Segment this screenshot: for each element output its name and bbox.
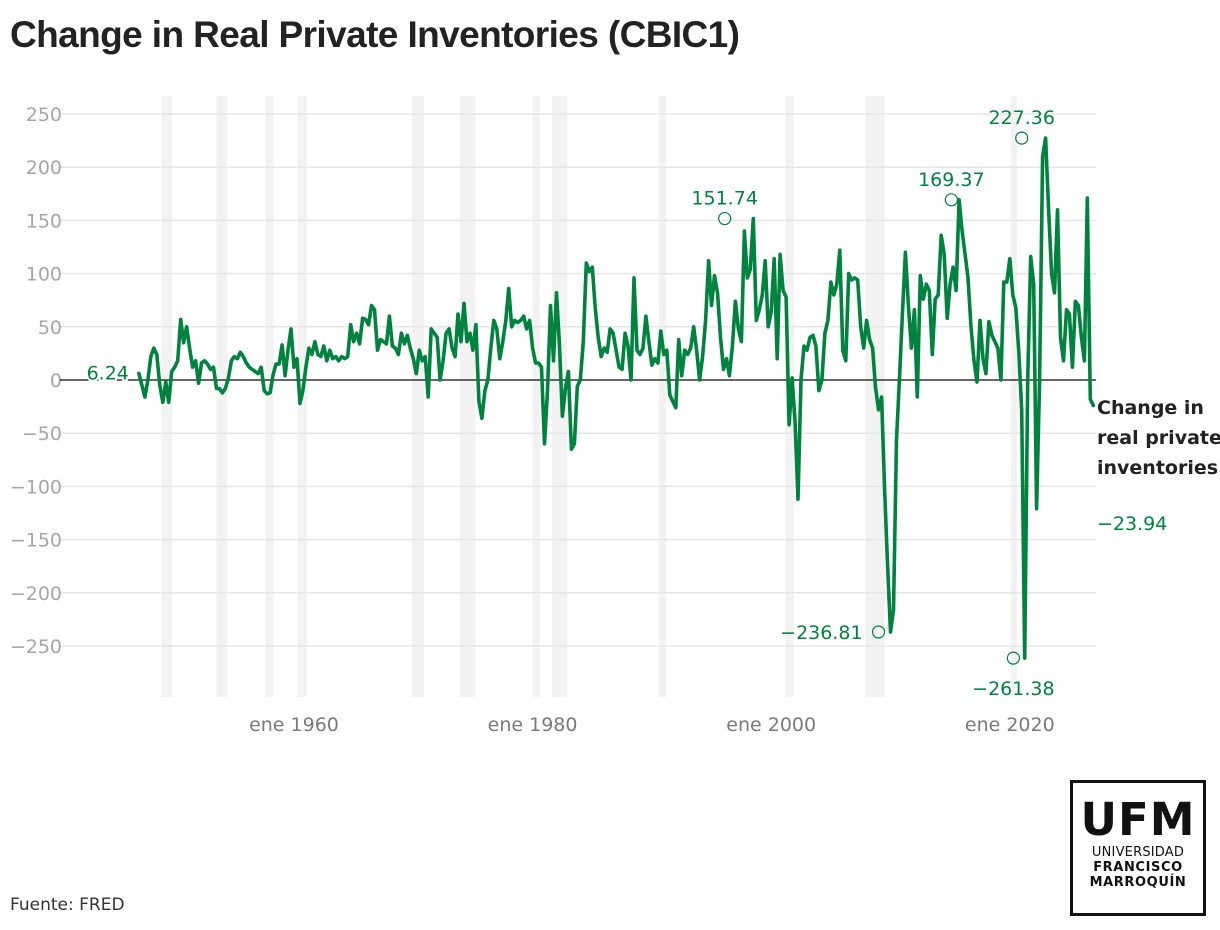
x-tick-label: ene 2000 [726,714,816,736]
annotation-label: 169.37 [918,169,984,191]
y-tick-label: 50 [38,317,62,339]
recession-band [265,96,274,697]
annotation-marker [871,625,886,639]
logo-line-3: MARROQUÍN [1089,875,1187,890]
y-tick-label: 150 [26,210,62,232]
y-tick-label: 250 [26,104,62,126]
chart-title: Change in Real Private Inventories (CBIC… [10,14,740,55]
x-tick-label: ene 2020 [965,714,1055,736]
y-axis-ticks: 250 200 150 100 50 0 −50 −100 −150 −200 −250 [10,104,62,658]
annotation-marker [944,193,958,207]
x-tick-label: ene 1960 [249,714,339,736]
y-tick-label: −250 [10,636,62,658]
ufm-logo: UFM UNIVERSIDAD FRANCISCO MARROQUÍN [1070,780,1206,916]
annotation-marker [1006,651,1020,665]
recession-band [659,96,667,697]
y-tick-label: −200 [10,583,62,605]
annotations: 6.24 151.74 169.37 227.36 −236.81 −261.38 [85,107,1055,700]
recession-band [216,96,228,697]
y-tick-label: −100 [10,476,62,498]
y-tick-label: −150 [10,530,62,552]
recession-band [532,96,540,697]
recession-band [459,96,476,697]
annotation-marker [1015,131,1029,145]
y-tick-label: 0 [50,370,62,392]
recession-band [551,96,568,697]
source-note: Fuente: FRED [10,895,125,915]
y-tick-label: −50 [22,423,62,445]
series-end-label: Change in real private inventories [1097,393,1220,483]
series-name: Change in real private inventories [1097,397,1220,479]
annotation-label: −236.81 [780,622,862,644]
annotation-marker [718,211,732,226]
annotation-label: 227.36 [988,107,1054,129]
logo-line-2: FRANCISCO [1093,860,1183,875]
recession-band [412,96,425,697]
annotation-label: −261.38 [972,678,1054,700]
x-axis-ticks: ene 1960 ene 1980 ene 2000 ene 2020 [249,714,1055,736]
annotation-label: 151.74 [691,188,757,210]
annotation-label: 6.24 [87,362,129,384]
recession-band [1010,96,1017,697]
y-tick-label: 100 [26,264,62,286]
gridlines [60,113,1096,647]
logo-main: UFM [1080,793,1196,846]
series-line-inventories [137,136,1096,660]
logo-line-1: UNIVERSIDAD [1091,845,1185,860]
y-tick-label: 200 [26,157,62,179]
series-last-value: −23.94 [1097,513,1168,535]
x-tick-label: ene 1980 [488,714,578,736]
